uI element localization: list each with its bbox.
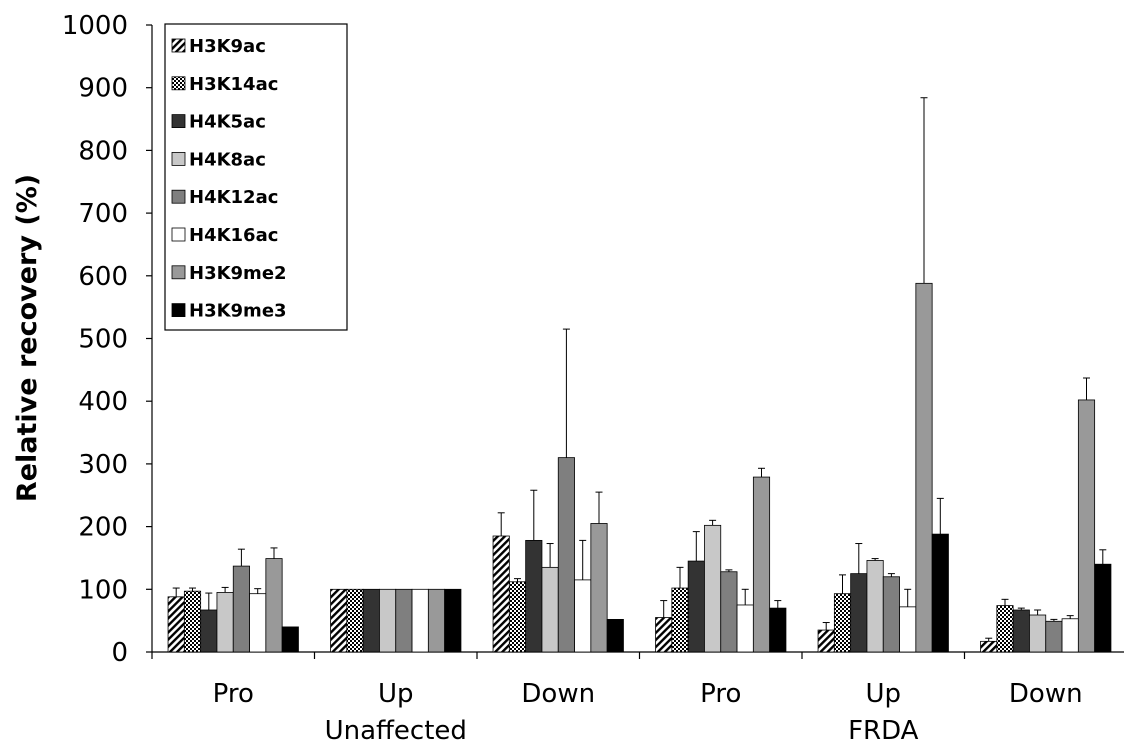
bar: [444, 588, 462, 653]
bar: [557, 457, 575, 653]
bar: [167, 596, 185, 653]
legend-swatch: [171, 265, 186, 280]
y-tick-label: 200: [78, 513, 128, 543]
legend-swatch: [171, 76, 186, 91]
group-label: FRDA: [848, 716, 919, 746]
group-label: Unaffected: [325, 716, 467, 746]
bar: [508, 581, 527, 653]
bars: [167, 97, 1112, 653]
bar: [1029, 614, 1047, 653]
bar: [281, 626, 299, 653]
bar: [606, 618, 624, 653]
bar: [590, 523, 608, 653]
bar: [346, 588, 364, 653]
y-tick-label: 500: [78, 325, 128, 355]
y-tick-label: 1000: [62, 11, 128, 41]
category-label: Down: [1009, 679, 1083, 709]
category-label: Down: [521, 679, 595, 709]
category-label: Up: [865, 679, 901, 709]
y-axis-label: Relative recovery (%): [12, 174, 43, 502]
bar: [720, 571, 738, 653]
category-label: Up: [378, 679, 414, 709]
bar: [866, 560, 884, 653]
legend-label: H4K5ac: [189, 112, 266, 133]
y-tick-label: 0: [111, 638, 128, 668]
legend: H3K9ac H3K14ac H4K5ac H4K8ac H4K12ac H4K16ac H…: [164, 23, 348, 331]
legend-label: H4K16ac: [189, 225, 278, 246]
legend-swatch: [171, 151, 186, 166]
y-tick-label: 400: [78, 387, 128, 417]
bar: [216, 592, 234, 653]
bar: [736, 604, 754, 653]
legend-label: H3K14ac: [189, 74, 278, 95]
legend-label: H3K9ac: [189, 36, 266, 57]
bar: [817, 629, 835, 653]
bar: [1061, 618, 1079, 653]
bar: [980, 640, 998, 653]
y-tick-label: 300: [78, 450, 128, 480]
bar: [655, 617, 673, 653]
bar: [752, 476, 771, 653]
legend-swatch: [171, 38, 186, 53]
legend-swatch: [171, 189, 186, 204]
bar: [411, 588, 429, 653]
bar: [183, 590, 202, 653]
bar: [232, 565, 250, 653]
axis-labels: 0 100 200 300 400 500 600 700 800 900 1000 Pro Up Dow…: [62, 11, 1083, 746]
bar: [379, 588, 397, 653]
y-tick-label: 100: [78, 575, 128, 605]
bar: [574, 579, 592, 653]
bar: [671, 587, 689, 653]
legend-swatch: [171, 114, 186, 128]
bar: [996, 605, 1014, 653]
y-tick-label: 800: [78, 136, 128, 166]
bar: [882, 576, 900, 653]
bar: [1094, 563, 1112, 653]
legend-label: H4K8ac: [189, 149, 266, 170]
bar: [265, 558, 283, 653]
bar: [931, 533, 949, 653]
axes: [146, 24, 1124, 659]
bar: [915, 282, 933, 653]
bar: [427, 588, 446, 653]
bar: [687, 560, 705, 653]
bar: [541, 566, 559, 653]
bar: [200, 609, 218, 653]
y-tick-label: 600: [78, 262, 128, 292]
bar: [249, 593, 267, 653]
bar: [1077, 399, 1096, 653]
bar: [525, 539, 543, 653]
bar: [1045, 620, 1063, 653]
legend-box: [164, 23, 348, 331]
bar: [492, 535, 510, 653]
legend-label: H3K9me3: [189, 301, 287, 322]
bar: [704, 524, 722, 653]
bar: [833, 593, 852, 653]
legend-swatch: [171, 227, 186, 242]
y-tick-label: 900: [78, 74, 128, 104]
legend-label: H3K9me2: [189, 263, 287, 284]
legend-label: H4K12ac: [189, 187, 278, 208]
bar: [362, 588, 380, 653]
category-label: Pro: [213, 679, 254, 709]
category-label: Pro: [700, 679, 741, 709]
bar: [899, 606, 917, 653]
bar: [769, 607, 787, 653]
bar: [330, 588, 348, 653]
bar: [850, 573, 868, 653]
bar: [1012, 609, 1030, 653]
bar: [395, 588, 413, 653]
legend-swatch: [171, 303, 186, 318]
y-tick-label: 700: [78, 199, 128, 229]
